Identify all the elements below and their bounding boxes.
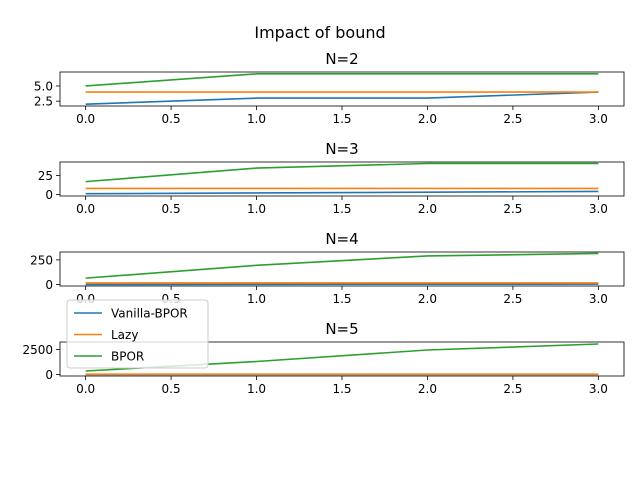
x-tick-label: 0.0 [76,382,95,396]
panel-title: N=2 [325,50,358,68]
panel-2: N=3 0.0 0.5 1.0 1.5 2.0 2.5 3.0 0 25 [38,140,624,216]
x-tick-label: 1.0 [247,382,266,396]
x-tick-label: 0.5 [162,202,181,216]
y-tick-label: 5.0 [34,79,53,93]
x-tick-label: 3.0 [589,202,608,216]
panel-1: N=2 0.0 0.5 1.0 1.5 2.0 2.5 3.0 2.5 5.0 [34,50,624,126]
x-tick-label: 2.0 [418,202,437,216]
legend-label: Lazy [111,328,138,342]
legend-label: BPOR [111,350,144,364]
x-tick-label: 0.5 [162,382,181,396]
x-tick-label: 0.5 [162,112,181,126]
y-tick-label: 2.5 [34,95,53,109]
series-line-bpor [86,253,599,278]
x-tick-label: 1.5 [332,112,351,126]
x-tick-label: 2.5 [503,112,522,126]
x-tick-label: 3.0 [589,292,608,306]
legend: Vanilla-BPOR Lazy BPOR [67,300,208,368]
x-tick-label: 3.0 [589,382,608,396]
y-tick-label: 0 [45,188,53,202]
y-tick-label: 0 [45,368,53,382]
axes-frame [60,72,624,106]
axes-frame [60,162,624,196]
y-tick-label: 25 [38,169,53,183]
x-tick-label: 2.5 [503,292,522,306]
y-tick-label: 2500 [22,343,53,357]
x-tick-label: 0.0 [76,202,95,216]
axes-frame [60,252,624,286]
x-tick-label: 1.0 [247,202,266,216]
panel-title: N=5 [325,320,358,338]
x-tick-label: 1.5 [332,382,351,396]
series-line-vanilla-bpor [86,191,599,193]
x-tick-label: 0.0 [76,112,95,126]
x-tick-label: 1.5 [332,202,351,216]
y-tick-label: 250 [30,253,53,267]
x-tick-label: 2.5 [503,382,522,396]
x-tick-label: 2.5 [503,202,522,216]
series-line-bpor [86,164,599,182]
panel-title: N=3 [325,140,358,158]
series-line-vanilla-bpor [86,92,599,104]
legend-label: Vanilla-BPOR [111,307,188,321]
series-line-bpor [86,74,599,86]
x-tick-label: 2.0 [418,292,437,306]
x-tick-label: 1.5 [332,292,351,306]
y-tick-label: 0 [45,278,53,292]
x-tick-label: 2.0 [418,112,437,126]
x-tick-label: 1.0 [247,292,266,306]
x-tick-label: 3.0 [589,112,608,126]
x-tick-label: 2.0 [418,382,437,396]
panel-title: N=4 [325,230,358,248]
x-tick-label: 1.0 [247,112,266,126]
figure-title: Impact of bound [254,23,385,42]
